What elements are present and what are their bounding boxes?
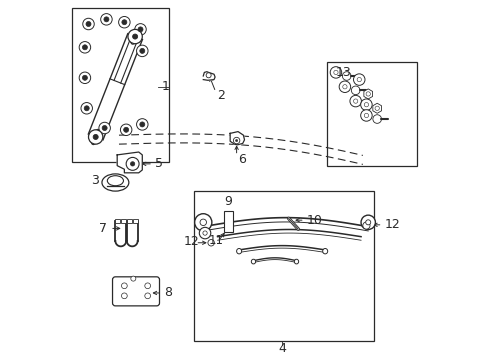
Ellipse shape (294, 259, 298, 264)
Circle shape (356, 77, 361, 82)
Text: 9: 9 (224, 195, 232, 208)
Circle shape (366, 92, 369, 96)
Ellipse shape (130, 29, 139, 44)
Circle shape (329, 67, 341, 78)
Circle shape (84, 106, 89, 111)
Circle shape (360, 215, 375, 229)
Circle shape (364, 113, 368, 118)
Text: 1: 1 (162, 80, 169, 93)
Circle shape (333, 70, 337, 75)
Circle shape (79, 72, 90, 84)
Text: 4: 4 (278, 342, 285, 355)
Circle shape (353, 74, 364, 85)
Bar (121, 220, 126, 223)
Circle shape (104, 17, 109, 22)
Ellipse shape (236, 248, 241, 254)
Polygon shape (230, 132, 244, 145)
Circle shape (136, 45, 148, 57)
Text: 12: 12 (384, 218, 399, 231)
Ellipse shape (251, 259, 255, 264)
Circle shape (120, 124, 132, 135)
Text: 13: 13 (335, 66, 351, 79)
Circle shape (99, 122, 110, 134)
Bar (133, 220, 137, 223)
Circle shape (140, 48, 144, 53)
Bar (224, 211, 232, 232)
Circle shape (342, 85, 346, 89)
Circle shape (131, 276, 136, 281)
Circle shape (207, 239, 214, 246)
Circle shape (342, 72, 350, 80)
Circle shape (93, 134, 98, 139)
Circle shape (353, 99, 357, 103)
Circle shape (194, 214, 211, 231)
Circle shape (138, 27, 142, 32)
Circle shape (235, 139, 237, 141)
Circle shape (360, 99, 371, 111)
FancyBboxPatch shape (112, 277, 159, 306)
Polygon shape (117, 152, 142, 173)
Circle shape (119, 17, 130, 28)
Text: 3: 3 (90, 174, 99, 187)
Ellipse shape (102, 174, 128, 191)
Circle shape (206, 73, 211, 78)
Text: 10: 10 (306, 214, 322, 227)
Circle shape (128, 30, 142, 44)
Circle shape (82, 75, 87, 80)
Bar (326, 62, 416, 166)
Circle shape (82, 45, 87, 50)
Circle shape (135, 24, 146, 35)
Bar (72, 8, 169, 162)
Circle shape (360, 110, 371, 121)
Circle shape (200, 219, 206, 226)
Circle shape (132, 34, 137, 39)
Circle shape (365, 220, 370, 225)
Circle shape (351, 86, 359, 95)
Circle shape (121, 283, 127, 289)
Bar (126, 220, 131, 223)
Text: 5: 5 (155, 157, 163, 170)
Circle shape (144, 293, 150, 299)
Circle shape (144, 283, 150, 289)
Text: 2: 2 (217, 89, 225, 102)
Circle shape (203, 231, 207, 235)
Circle shape (136, 119, 148, 130)
Circle shape (102, 126, 107, 131)
Circle shape (79, 41, 90, 53)
Text: 12: 12 (183, 235, 199, 248)
Circle shape (122, 20, 126, 25)
Circle shape (81, 103, 92, 114)
Text: 6: 6 (238, 153, 246, 166)
Circle shape (130, 162, 135, 166)
Circle shape (372, 115, 381, 123)
Circle shape (121, 293, 127, 299)
Polygon shape (88, 34, 142, 140)
Ellipse shape (91, 129, 100, 145)
Circle shape (140, 122, 144, 127)
Bar (115, 220, 120, 223)
Circle shape (199, 227, 210, 239)
Text: 7: 7 (99, 222, 107, 235)
Circle shape (126, 157, 139, 170)
Circle shape (123, 127, 128, 132)
Circle shape (349, 95, 361, 107)
Polygon shape (203, 72, 215, 80)
Circle shape (88, 130, 102, 144)
Text: 8: 8 (163, 287, 171, 300)
Circle shape (233, 137, 239, 144)
Circle shape (364, 103, 368, 107)
Bar (194, 191, 373, 341)
Circle shape (362, 222, 369, 229)
Circle shape (82, 18, 94, 30)
Circle shape (339, 81, 350, 93)
Ellipse shape (107, 176, 123, 186)
Circle shape (374, 106, 379, 111)
Circle shape (86, 22, 91, 27)
Circle shape (101, 14, 112, 25)
Ellipse shape (322, 248, 327, 254)
Text: 11: 11 (208, 234, 223, 247)
